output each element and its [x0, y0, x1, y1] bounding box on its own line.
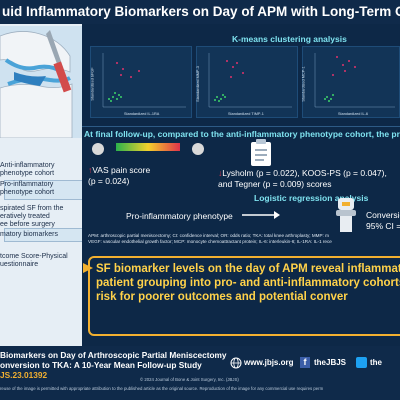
plot3-point-anti — [326, 96, 328, 98]
vas-result-text: VAS pain score (p = 0.024) — [88, 165, 151, 186]
plot2-ylabel: Standardized MMP-3 — [195, 66, 200, 102]
regression-heading: Logistic regression analysis — [254, 193, 369, 203]
plot3-point-anti — [330, 98, 332, 100]
scatter-plot-1 — [90, 46, 192, 118]
plot3-point-anti — [324, 98, 326, 100]
globe-icon — [230, 357, 242, 369]
plot3-point-pro — [336, 56, 338, 58]
plot1-points — [108, 62, 140, 102]
infographic-title: uid Inflammatory Biomarkers on Day of AP… — [2, 4, 400, 19]
kmeans-heading: K-means clustering analysis — [232, 34, 347, 44]
plot2-points — [214, 60, 244, 102]
plot1-point-anti — [116, 98, 118, 100]
arrow-down-icon: ↓ — [218, 168, 223, 178]
legend-anti-label: Anti-inflammatory phenotype cohort — [0, 162, 55, 178]
scatter-plot-3 — [302, 46, 400, 118]
plot2-point-anti — [220, 98, 222, 100]
website-link[interactable]: www.jbjs.org — [244, 358, 294, 367]
summary-text: SF biomarker levels on the day of APM re… — [96, 263, 400, 303]
regression-pro-label: Pro-inflammatory phenotype — [126, 211, 233, 221]
facebook-handle[interactable]: theJBJS — [314, 358, 347, 367]
footer-bar — [0, 346, 400, 400]
summary-box — [88, 256, 400, 336]
plot1-point-pro — [138, 70, 140, 72]
plot1-point-pro — [130, 76, 132, 78]
plot1-xlabel: Standardized IL-1RA — [124, 112, 160, 116]
plot2-point-anti — [222, 94, 224, 96]
plot3-point-pro — [332, 74, 334, 76]
legend-sf-label: spirated SF from the eratively treated e… — [0, 205, 64, 229]
plot3-ylabel: Standardized MCP-1 — [301, 66, 306, 102]
conversion-line1: Conversion t — [366, 210, 400, 220]
plot3-points — [324, 56, 356, 102]
plot2-point-anti — [216, 96, 218, 98]
plot3-point-anti — [332, 94, 334, 96]
abbreviations: APM: arthroscopic partial meniscectomy; … — [88, 233, 332, 244]
journal-line1: Biomarkers on Day of Arthroscopic Partia… — [0, 350, 227, 360]
legend-sf-aspirated: spirated SF from the eratively treated e… — [0, 205, 82, 230]
legend-pro-inflammatory: Pro-inflammatory phenotype cohort — [0, 181, 82, 197]
copyright-text: © 2024 Journal of Bone & Joint Surgery, … — [140, 377, 239, 382]
vas-result: ↑VAS pain score (p = 0.024) — [88, 165, 150, 187]
plot2-point-pro — [232, 66, 234, 68]
plot2-point-anti — [218, 100, 220, 102]
plot2-point-pro — [230, 76, 232, 78]
plot2-point-anti — [224, 96, 226, 98]
scatter-plot-2 — [196, 46, 298, 118]
vas-pain-scale-graphic — [92, 143, 204, 155]
summary-arrow-icon — [83, 263, 93, 273]
plot1-point-pro — [120, 74, 122, 76]
plot2-xlabel: Standardized TIMP-1 — [228, 112, 264, 116]
twitter-icon[interactable] — [356, 357, 367, 368]
knee-implant-icon — [336, 198, 356, 232]
lysholm-result-text: Lysholm (p = 0.022), KOOS-PS (p = 0.047)… — [218, 168, 387, 189]
conversion-line2: 95% CI = 1.6 — [366, 221, 400, 231]
plot2-point-pro — [236, 62, 238, 64]
arrow-right-icon — [242, 211, 280, 219]
plot1-point-anti — [114, 92, 116, 94]
scatter-plot-2-canvas — [208, 53, 292, 108]
plot2-point-anti — [214, 99, 216, 101]
plot1-point-anti — [112, 96, 114, 98]
plot1-ylabel: Standardized bFGF — [90, 67, 95, 101]
plot1-point-anti — [110, 100, 112, 102]
journal-line2: onversion to TKA: A 10-Year Mean Follow-… — [0, 360, 202, 370]
plot1-point-anti — [118, 94, 120, 96]
plot1-point-pro — [116, 62, 118, 64]
legend-biomarkers-label: matory biomarkers — [0, 231, 58, 238]
plot2-point-pro — [242, 72, 244, 74]
legend-pro-label: Pro-inflammatory phenotype cohort — [0, 181, 55, 197]
knee-illustration — [0, 26, 82, 138]
plot2-point-pro — [226, 60, 228, 62]
arrow-up-icon: ↑ — [88, 165, 93, 175]
facebook-icon[interactable]: f — [300, 357, 310, 368]
clipboard-icon — [251, 139, 271, 166]
title-bar — [0, 0, 400, 24]
doi-text[interactable]: JS.23.01392 — [0, 370, 48, 380]
section-divider — [82, 126, 400, 127]
lysholm-result: ↓Lysholm (p = 0.022), KOOS-PS (p = 0.047… — [218, 168, 387, 190]
plot3-point-anti — [328, 100, 330, 102]
plot3-xlabel: Standardized IL-6 — [338, 112, 368, 116]
scatter-plot-3-canvas — [314, 53, 395, 108]
journal-citation: Biomarkers on Day of Arthroscopic Partia… — [0, 350, 227, 380]
plot1-point-anti — [108, 98, 110, 100]
legend-koos-label: tcome Score-Physical uestionnaire — [0, 253, 68, 269]
followup-heading: At final follow-up, compared to the anti… — [84, 129, 400, 139]
legend-anti-inflammatory: Anti-inflammatory phenotype cohort — [0, 162, 82, 178]
scatter-plot-1-canvas — [102, 53, 186, 108]
plot3-point-pro — [354, 66, 356, 68]
legend-koos: tcome Score-Physical uestionnaire — [0, 253, 82, 269]
plot1-point-anti — [120, 96, 122, 98]
reuse-notice: reuse of the image is permitted with app… — [0, 386, 324, 391]
plot3-point-pro — [344, 70, 346, 72]
plot1-point-pro — [122, 68, 124, 70]
legend-biomarkers: matory biomarkers — [0, 231, 82, 239]
twitter-handle[interactable]: the — [370, 358, 382, 367]
plot3-point-pro — [348, 60, 350, 62]
plot3-point-pro — [342, 64, 344, 66]
